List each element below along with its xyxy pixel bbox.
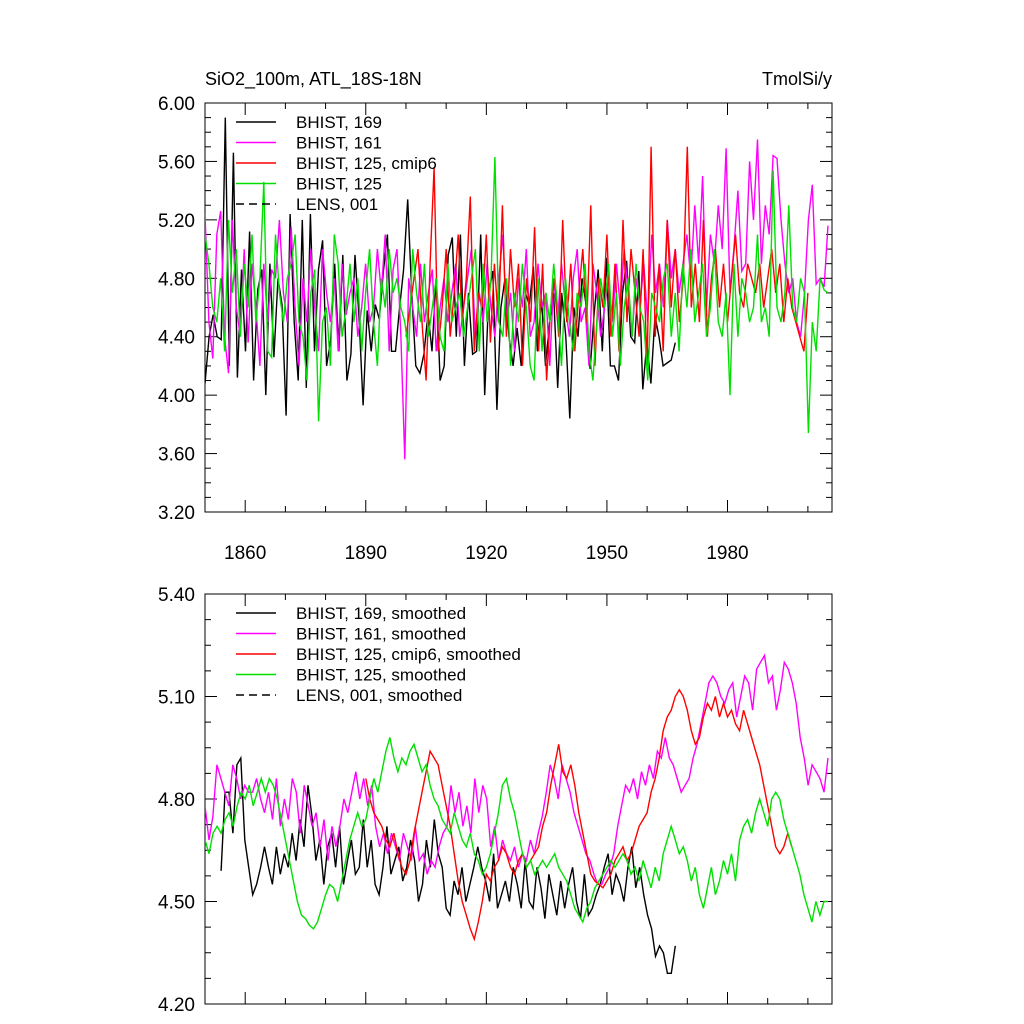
- x-tick-label: 1980: [706, 543, 748, 564]
- y-tick-label: 4.50: [158, 893, 195, 914]
- legend-label: BHIST, 125: [296, 175, 382, 194]
- chart-title-right: TmolSi/y: [762, 69, 832, 89]
- x-tick-label: 1890: [345, 543, 387, 564]
- legend-label: LENS, 001, smoothed: [296, 686, 462, 705]
- y-tick-label: 3.20: [158, 503, 195, 524]
- legend-label: BHIST, 125, cmip6: [296, 154, 437, 173]
- series-line-1: [205, 653, 829, 886]
- series-line-2: [365, 688, 793, 942]
- y-tick-label: 5.40: [158, 585, 195, 606]
- y-tick-label: 3.60: [158, 445, 195, 466]
- legend-label: BHIST, 161, smoothed: [296, 625, 466, 644]
- y-tick-label: 5.60: [158, 152, 195, 173]
- series-line-3: [205, 156, 829, 434]
- series-line-0: [205, 117, 676, 419]
- top-panel: SiO2_100m, ATL_18S-18N TmolSi/y 3.20 3.60 4.…: [158, 69, 833, 564]
- legend-label: BHIST, 125, cmip6, smoothed: [296, 645, 521, 664]
- bottom-panel: 4.20 4.50 4.80 5.10 5.40 BHIST, 169, smoothed…: [158, 585, 833, 1016]
- y-tick-label: 4.40: [158, 328, 195, 349]
- series-line-3: [205, 737, 828, 930]
- y-tick-label: 4.00: [158, 386, 195, 407]
- x-tick-label: 1860: [224, 543, 266, 564]
- y-tick-label: 4.80: [158, 269, 195, 290]
- x-tick-label: 1920: [465, 543, 507, 564]
- legend-label: BHIST, 161: [296, 134, 382, 153]
- y-tick-label: 4.80: [158, 790, 195, 811]
- legend-label: BHIST, 169: [296, 113, 382, 132]
- series-line-0: [220, 755, 676, 974]
- x-tick-label: 1950: [586, 543, 628, 564]
- legend-label: BHIST, 125, smoothed: [296, 666, 466, 685]
- y-tick-label: 4.20: [158, 995, 195, 1016]
- legend-label: BHIST, 169, smoothed: [296, 604, 466, 623]
- legend-label: LENS, 001: [296, 195, 378, 214]
- series-line-1: [205, 139, 829, 460]
- y-tick-label: 6.00: [158, 94, 195, 115]
- chart-title-left: SiO2_100m, ATL_18S-18N: [205, 69, 422, 90]
- y-tick-label: 5.10: [158, 688, 195, 709]
- y-tick-label: 5.20: [158, 211, 195, 232]
